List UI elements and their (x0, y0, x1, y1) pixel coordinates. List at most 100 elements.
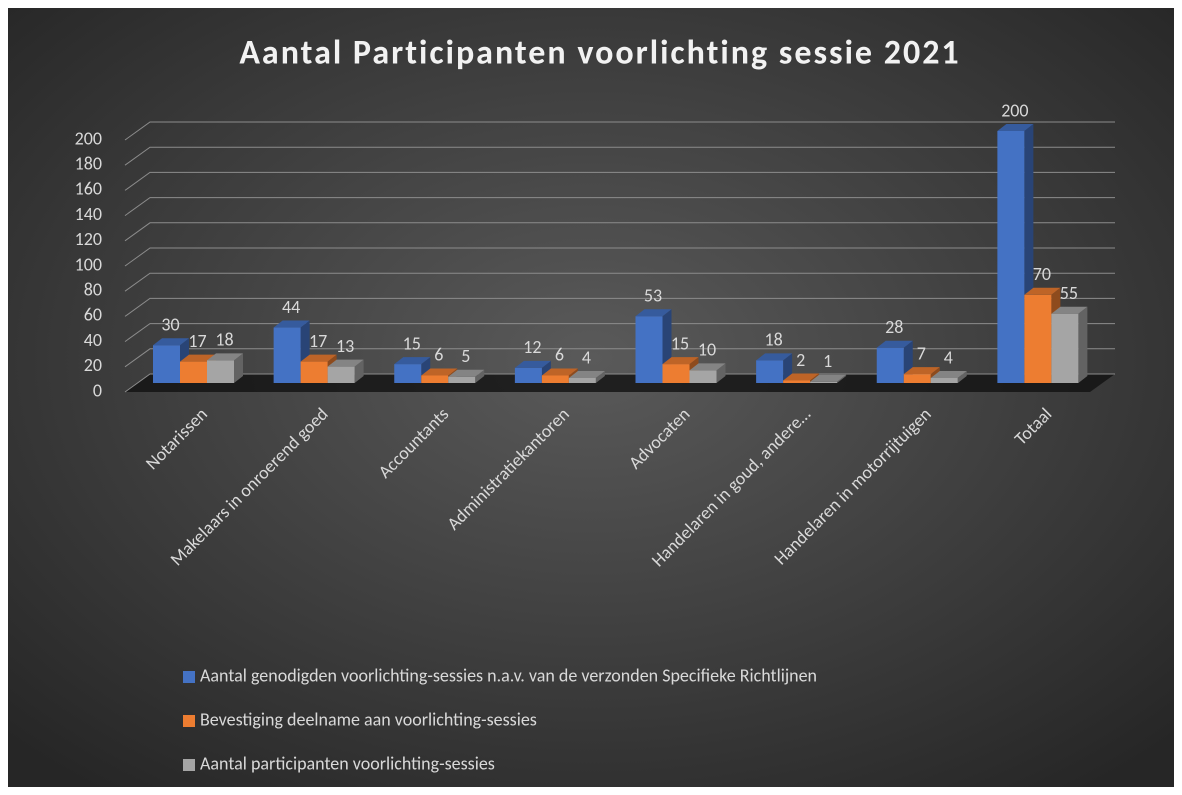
data-label: 15 (403, 332, 421, 354)
y-tick-label: 180 (75, 152, 102, 174)
floor (125, 374, 1115, 392)
bar-front (421, 375, 449, 383)
bar-top (300, 354, 337, 362)
data-label: 6 (434, 344, 443, 366)
bar (930, 370, 967, 383)
bar-top (1051, 306, 1088, 314)
bar-side (837, 374, 847, 383)
bar-side (595, 370, 605, 383)
data-label: 1 (823, 350, 832, 372)
bar-top (1024, 287, 1061, 295)
data-label: 44 (282, 296, 300, 318)
y-tick-label: 100 (75, 253, 102, 275)
bar-front (300, 361, 328, 383)
bar-side (354, 359, 364, 383)
bar-side (957, 370, 967, 383)
bar (327, 359, 364, 383)
data-label: 15 (671, 332, 689, 354)
bar-top (930, 370, 967, 378)
bar-top (662, 357, 699, 365)
grid-line (124, 247, 1115, 267)
legend-label: Aantal genodigden voorlichting-sessies n… (200, 664, 817, 686)
bar-front (635, 316, 663, 383)
bar-front (756, 360, 784, 383)
bar-front (180, 361, 207, 383)
bar-front (1051, 313, 1079, 383)
grid-line (124, 146, 1115, 166)
bar-top (903, 367, 940, 375)
bar-top (207, 353, 243, 361)
data-label: 200 (1001, 99, 1028, 121)
data-label: 55 (1060, 282, 1078, 304)
legend-label: Bevestiging deelname aan voorlichting-se… (200, 708, 537, 730)
bar-top (180, 354, 216, 362)
data-label: 53 (644, 285, 662, 307)
bar (273, 320, 310, 383)
bar-side (1078, 306, 1088, 383)
grid-line (124, 197, 1115, 217)
bar-top (997, 124, 1034, 131)
bar-top (756, 353, 793, 361)
bar-front (394, 364, 422, 383)
bar-top (514, 360, 551, 368)
data-label: 7 (917, 342, 926, 364)
data-label: 17 (309, 330, 327, 352)
data-label: 70 (1033, 263, 1051, 285)
bar (689, 363, 726, 383)
grid-line (124, 348, 1115, 368)
data-label: 17 (188, 330, 206, 352)
data-label: 4 (944, 346, 953, 368)
y-tick-label: 160 (75, 178, 102, 200)
bar-front (876, 347, 904, 383)
data-label: 4 (582, 346, 591, 368)
bar-front (997, 131, 1025, 383)
chart-background (8, 8, 1174, 787)
chart-title: Aantal Participanten voorlichting sessie… (239, 32, 960, 73)
bar (448, 369, 485, 383)
legend-swatch (183, 715, 195, 727)
data-label: 30 (161, 313, 179, 335)
bar (207, 353, 243, 383)
y-tick-label: 20 (84, 354, 102, 376)
grid-line (124, 222, 1115, 242)
bar-top (394, 357, 431, 365)
bar (514, 360, 551, 383)
y-tick-label: 120 (75, 228, 102, 250)
bar-top (448, 369, 485, 377)
grid-line (124, 272, 1115, 292)
bar-front (689, 370, 717, 383)
bar-front (514, 367, 542, 383)
bar-top (327, 359, 364, 367)
bar-top (810, 374, 847, 382)
bar-front (1024, 294, 1052, 383)
grid-line (124, 121, 1115, 141)
bar (568, 370, 605, 383)
data-label: 5 (461, 345, 470, 367)
bar-top (876, 340, 913, 348)
data-label: 18 (765, 329, 783, 351)
bar-front (568, 377, 596, 383)
y-tick-label: 200 (75, 127, 102, 149)
data-label: 13 (336, 335, 354, 357)
data-label: 28 (885, 316, 903, 338)
bar-front (327, 366, 355, 383)
bar-top (421, 368, 458, 376)
y-tick-label: 60 (84, 304, 102, 326)
bar-front (930, 377, 958, 383)
grid-line (124, 171, 1115, 191)
data-label: 2 (796, 349, 805, 371)
bar (756, 353, 793, 383)
y-tick-label: 0 (93, 379, 102, 401)
bar-front (207, 360, 234, 383)
bar-top (153, 338, 189, 346)
bar (1051, 306, 1088, 383)
bar-side (234, 353, 243, 383)
bar-front (903, 374, 931, 383)
grid-line (124, 297, 1115, 317)
data-label: 6 (555, 344, 564, 366)
bar-top (541, 368, 578, 376)
bar (810, 374, 847, 383)
bar-top (568, 370, 605, 378)
data-label: 12 (523, 336, 541, 358)
bar-side (716, 363, 726, 383)
